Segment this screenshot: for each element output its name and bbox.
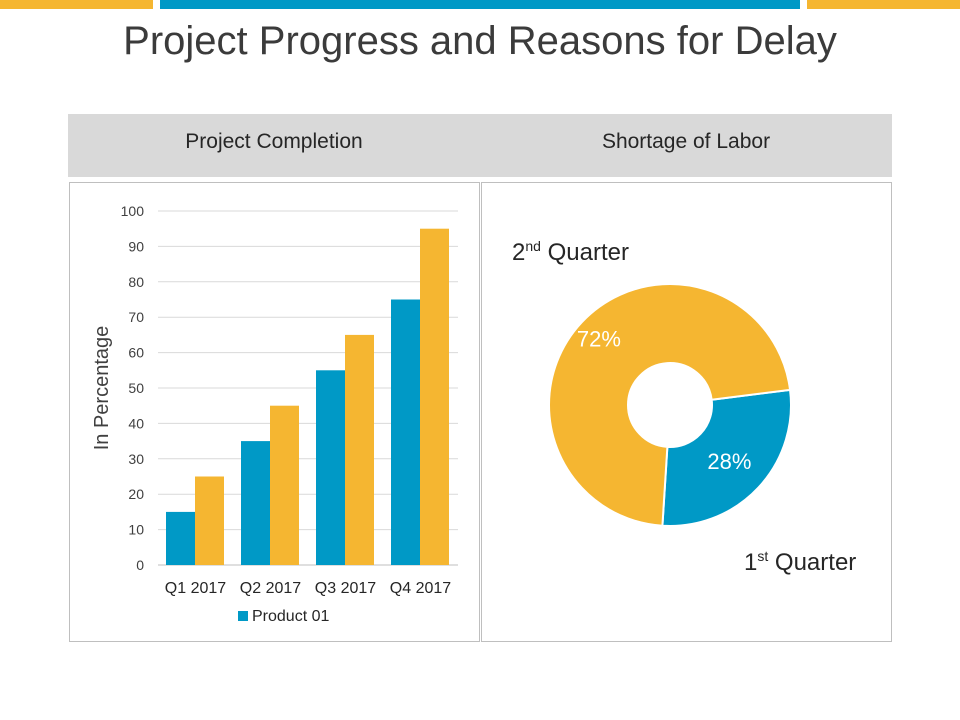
header-band: Project Completion Shortage of Labor bbox=[68, 114, 892, 177]
bar-chart: 0 10 20 30 40 50 60 70 80 90 100 In Percentage Q1 20… bbox=[91, 203, 458, 625]
y-tick-label: 70 bbox=[128, 309, 144, 325]
bar bbox=[391, 299, 420, 565]
legend-entry: Product 01 bbox=[252, 608, 329, 625]
y-tick-label: 90 bbox=[128, 238, 144, 254]
y-tick-label: 80 bbox=[128, 274, 144, 290]
header-shortage-of-labor: Shortage of Labor bbox=[601, 130, 771, 153]
y-tick-label: 30 bbox=[128, 451, 144, 467]
bar bbox=[195, 476, 224, 565]
donut-chart: 28% 72% bbox=[548, 283, 792, 527]
bar bbox=[270, 405, 299, 565]
y-tick-label: 50 bbox=[128, 380, 144, 396]
legend-swatch bbox=[238, 611, 248, 621]
y-axis-label: In Percentage bbox=[91, 326, 113, 451]
bar-chart-panel: 0 10 20 30 40 50 60 70 80 90 100 In Percentage Q1 20… bbox=[69, 182, 480, 642]
bar bbox=[345, 334, 374, 565]
bar bbox=[316, 370, 345, 565]
bar bbox=[241, 441, 270, 565]
x-tick-label: Q2 2017 bbox=[240, 580, 301, 597]
y-tick-label: 10 bbox=[128, 522, 144, 538]
second-quarter-label: 2nd Quarter bbox=[512, 238, 629, 266]
y-tick-label: 60 bbox=[128, 345, 144, 361]
x-tick-label: Q1 2017 bbox=[165, 580, 226, 597]
y-tick-label: 0 bbox=[136, 557, 144, 573]
top-accent-bar-left bbox=[0, 0, 153, 9]
header-project-completion: Project Completion bbox=[185, 130, 363, 153]
y-tick-label: 100 bbox=[121, 203, 145, 219]
x-tick-label: Q4 2017 bbox=[390, 580, 451, 597]
y-tick-label: 20 bbox=[128, 486, 144, 502]
top-accent-bar-right bbox=[807, 0, 960, 9]
x-tick-label: Q3 2017 bbox=[315, 580, 376, 597]
bar bbox=[420, 228, 449, 565]
donut-chart-panel: 28% 72% 2nd Quarter 1st Quarter bbox=[481, 182, 892, 642]
top-accent-bar-middle bbox=[160, 0, 800, 9]
bar bbox=[166, 511, 195, 565]
donut-slice bbox=[548, 283, 792, 527]
y-tick-label: 40 bbox=[128, 415, 144, 431]
first-quarter-label: 1st Quarter bbox=[744, 548, 857, 576]
slice-label: 28% bbox=[707, 449, 751, 474]
page-title: Project Progress and Reasons for Delay bbox=[123, 19, 837, 63]
slice-label: 72% bbox=[577, 326, 621, 351]
donut-slice bbox=[661, 388, 792, 527]
